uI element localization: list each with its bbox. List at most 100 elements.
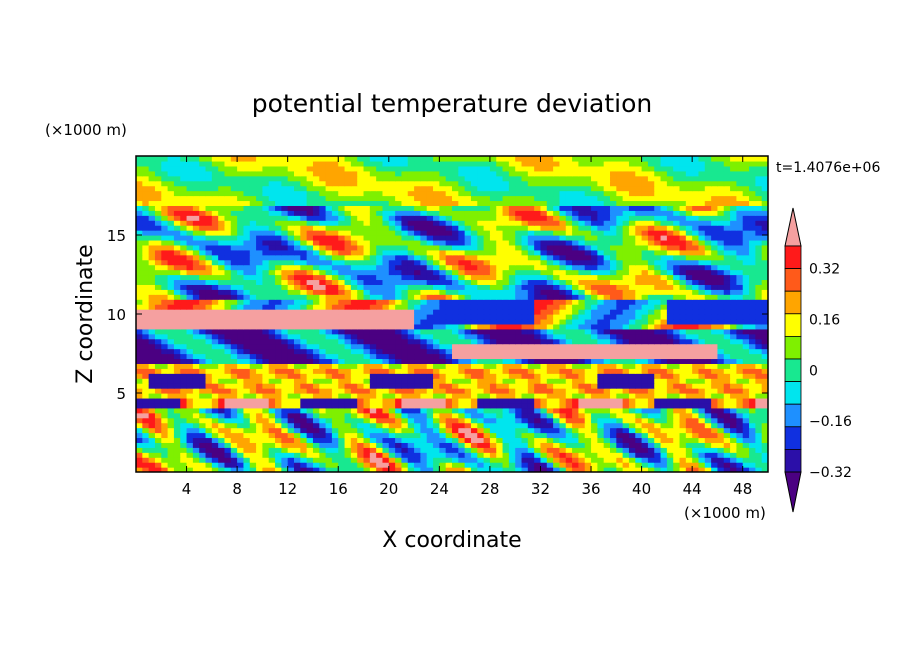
- heatmap-cell: [294, 338, 301, 345]
- heatmap-cell: [211, 318, 219, 325]
- heatmap-cell: [312, 353, 320, 360]
- heatmap-cell: [723, 314, 731, 320]
- heatmap-cell: [376, 254, 384, 261]
- heatmap-cell: [470, 230, 478, 236]
- heatmap-cell: [698, 442, 706, 448]
- heatmap-cell: [243, 437, 251, 443]
- heatmap-cell: [742, 427, 750, 434]
- heatmap-cell: [508, 230, 516, 236]
- heatmap-cell: [730, 452, 737, 458]
- heatmap-cell: [515, 397, 523, 404]
- heatmap-cell: [395, 338, 403, 345]
- heatmap-cell: [603, 427, 611, 434]
- heatmap-cell: [477, 259, 485, 266]
- heatmap-cell: [534, 373, 542, 379]
- heatmap-cell: [262, 393, 270, 399]
- heatmap-cell: [647, 249, 655, 256]
- heatmap-cell: [591, 417, 598, 424]
- heatmap-cell: [477, 309, 485, 315]
- heatmap-cell: [635, 323, 643, 330]
- heatmap-cell: [142, 358, 150, 364]
- heatmap-cell: [496, 328, 504, 335]
- heatmap-cell: [186, 368, 194, 374]
- heatmap-cell: [673, 269, 681, 276]
- heatmap-cell: [742, 279, 750, 285]
- heatmap-cell: [312, 462, 320, 468]
- heatmap-cell: [546, 447, 554, 453]
- heatmap-cell: [673, 254, 681, 261]
- heatmap-cell: [477, 363, 485, 369]
- heatmap-cell: [458, 383, 466, 389]
- heatmap-cell: [325, 383, 333, 389]
- heatmap-cell: [350, 343, 358, 350]
- heatmap-cell: [761, 323, 768, 330]
- heatmap-cell: [603, 447, 611, 453]
- heatmap-cell: [483, 264, 491, 271]
- heatmap-cell: [262, 343, 270, 350]
- heatmap-cell: [161, 437, 169, 443]
- heatmap-cell: [192, 289, 200, 295]
- heatmap-cell: [647, 284, 655, 290]
- heatmap-cell: [704, 368, 712, 374]
- heatmap-cell: [136, 249, 143, 256]
- heatmap-cell: [553, 343, 561, 350]
- heatmap-cell: [199, 254, 207, 261]
- heatmap-cell: [287, 314, 295, 320]
- heatmap-cell: [761, 328, 768, 335]
- heatmap-cell: [534, 378, 542, 384]
- heatmap-cell: [331, 289, 339, 295]
- heatmap-cell: [344, 353, 352, 360]
- heatmap-cell: [603, 235, 611, 241]
- heatmap-cell: [761, 249, 768, 256]
- heatmap-cell: [344, 314, 352, 320]
- heatmap-cell: [565, 437, 573, 443]
- heatmap-cell: [742, 373, 750, 379]
- heatmap-cell: [199, 230, 207, 236]
- heatmap-cell: [256, 235, 263, 241]
- heatmap-cell: [319, 407, 327, 414]
- heatmap-cell: [230, 402, 238, 409]
- heatmap-cell: [565, 417, 573, 424]
- heatmap-cell: [647, 427, 655, 434]
- heatmap-cell: [262, 363, 270, 369]
- heatmap-cell: [704, 412, 712, 419]
- heatmap-cell: [603, 397, 611, 404]
- heatmap-cell: [268, 462, 276, 468]
- heatmap-cell: [483, 373, 491, 379]
- heatmap-cell: [508, 343, 516, 350]
- heatmap-cell: [597, 378, 605, 384]
- heatmap-cell: [553, 368, 561, 374]
- heatmap-cell: [679, 323, 687, 330]
- heatmap-cell: [723, 462, 731, 468]
- heatmap-cell: [256, 412, 263, 419]
- heatmap-cell: [281, 264, 289, 271]
- heatmap-cell: [578, 294, 586, 300]
- heatmap-cell: [711, 244, 719, 251]
- heatmap-cell: [224, 402, 232, 409]
- heatmap-cell: [192, 323, 200, 330]
- heatmap-cell: [275, 259, 282, 266]
- heatmap-cell: [256, 279, 263, 285]
- heatmap-cell: [730, 388, 737, 394]
- heatmap-cell: [603, 368, 611, 374]
- heatmap-cell: [363, 235, 371, 241]
- heatmap-cell: [622, 269, 630, 276]
- heatmap-cell: [464, 467, 472, 472]
- heatmap-cell: [679, 259, 687, 266]
- heatmap-cell: [597, 230, 605, 236]
- heatmap-cell: [603, 323, 611, 330]
- heatmap-cell: [730, 249, 737, 256]
- heatmap-cell: [294, 462, 301, 468]
- heatmap-cell: [306, 452, 314, 458]
- heatmap-cell: [167, 402, 175, 409]
- heatmap-cell: [420, 279, 428, 285]
- heatmap-cell: [148, 314, 156, 320]
- heatmap-cell: [584, 279, 592, 285]
- heatmap-cell: [173, 412, 181, 419]
- heatmap-cell: [458, 343, 466, 350]
- heatmap-cell: [565, 378, 573, 384]
- heatmap-cell: [635, 397, 643, 404]
- heatmap-cell: [388, 397, 396, 404]
- heatmap-cell: [723, 323, 731, 330]
- heatmap-cell: [749, 333, 756, 340]
